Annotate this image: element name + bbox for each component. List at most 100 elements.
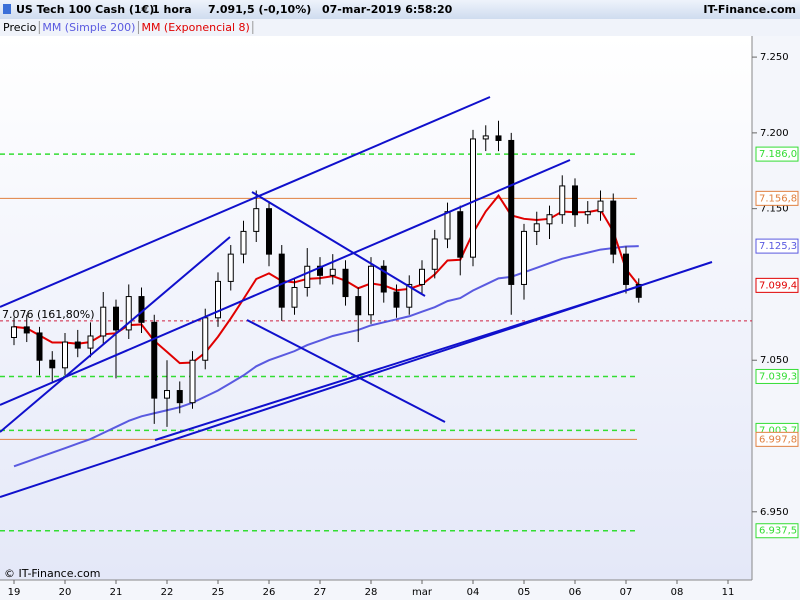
candle-body: [470, 138, 476, 258]
y-tick-label: 7.150: [760, 204, 789, 215]
candle-body: [23, 326, 30, 334]
candle-body: [431, 238, 438, 270]
price-label: 7.039,3: [759, 371, 797, 382]
candle-body: [406, 283, 413, 308]
candle-body: [125, 296, 132, 331]
trend-line: [0, 159, 571, 406]
candle-body: [623, 253, 629, 285]
candle-body: [419, 268, 425, 285]
candle-body: [329, 268, 336, 276]
price-label: 7.125,3: [759, 241, 797, 252]
fib-label: 7.076 (161,80%): [2, 308, 95, 321]
x-tick-label: 05: [518, 587, 531, 598]
price-box: [755, 368, 799, 384]
x-tick-label: 19: [8, 587, 21, 598]
header-bar: [0, 0, 800, 19]
candle-body: [11, 326, 17, 338]
price-label: 7.003,7: [759, 425, 797, 436]
y-tick-label: 7.250: [760, 52, 789, 63]
candle-body: [202, 317, 209, 361]
candle-body: [62, 341, 68, 369]
y-tick-label: 7.050: [760, 355, 789, 366]
x-tick-label: 28: [365, 587, 378, 598]
x-tick-label: 06: [569, 587, 582, 598]
price-box: [755, 146, 799, 162]
trend-line: [0, 96, 491, 308]
trend-line: [154, 286, 638, 441]
candle-body: [317, 265, 323, 276]
candle-body: [164, 390, 170, 399]
candle-body: [368, 265, 374, 316]
candle-body: [508, 139, 515, 285]
x-tick-label: 26: [263, 587, 276, 598]
candle-body: [533, 223, 540, 232]
candle-body: [546, 214, 553, 225]
x-tick-label: 07: [620, 587, 633, 598]
candle-body: [266, 208, 272, 255]
price-label: 6.997,8: [759, 434, 797, 445]
candle-body: [521, 230, 527, 285]
price-label: 7.156,8: [759, 193, 797, 204]
candle-body: [100, 306, 107, 337]
candle-body: [113, 306, 119, 331]
candle-body: [151, 321, 158, 399]
x-tick-label: 11: [722, 587, 735, 598]
x-tick-label: 08: [671, 587, 684, 598]
candle-body: [457, 211, 464, 258]
x-tick-label: 21: [110, 587, 123, 598]
candle-body: [227, 253, 234, 282]
candle-body: [635, 283, 642, 298]
trend-lines: [0, 96, 713, 498]
candle-body: [584, 211, 591, 216]
x-tick-label: mar: [412, 587, 433, 598]
candle-body: [559, 185, 566, 216]
candle-body: [189, 359, 196, 404]
price-label: 7.099,4: [759, 280, 797, 291]
price-box: [755, 238, 799, 254]
plot-area: [0, 36, 752, 580]
candle-body: [380, 265, 387, 293]
candle-body: [597, 200, 604, 213]
candle-body: [482, 135, 489, 140]
series-line: [13, 245, 639, 468]
candle-body: [444, 211, 451, 240]
interval: 1 hora: [152, 3, 192, 16]
legend-entry: MM (Exponencial 8): [141, 21, 249, 34]
price-box: [755, 190, 799, 206]
x-tick-label: 20: [59, 587, 72, 598]
candle-body: [253, 208, 260, 232]
candle-body: [49, 359, 56, 369]
candle-body: [495, 135, 502, 141]
candle-body: [342, 268, 349, 298]
legend-bar: [0, 19, 800, 36]
candle-body: [572, 185, 578, 216]
candle-body: [240, 230, 247, 255]
legend-entry: MM (Simple 200): [42, 21, 135, 34]
y-tick-label: 6.950: [760, 507, 789, 518]
price-box: [755, 523, 799, 539]
candle-body: [291, 286, 298, 308]
y-tick-label: 7.200: [760, 128, 789, 139]
watermark: © IT-Finance.com: [4, 567, 101, 580]
icon: [3, 4, 11, 14]
candle-body: [215, 280, 221, 319]
datetime: 07-mar-2019 6:58:20: [322, 3, 453, 16]
price-box: [755, 277, 799, 293]
price-label: 6.937,5: [759, 526, 797, 537]
candle-body: [87, 335, 94, 349]
brand: IT-Finance.com: [703, 3, 796, 16]
x-tick-label: 27: [314, 587, 327, 598]
legend-entry: Precio: [3, 21, 37, 34]
quote: 7.091,5 (-0,10%): [208, 3, 311, 16]
candle-body: [304, 265, 311, 288]
candle-body: [176, 390, 183, 404]
x-tick-label: 04: [467, 587, 480, 598]
trend-line: [246, 319, 446, 423]
candle-body: [610, 200, 617, 255]
trend-line: [251, 191, 426, 297]
symbol: US Tech 100 Cash (1€): [16, 3, 154, 16]
candle-body: [36, 332, 43, 361]
x-tick-label: 25: [212, 587, 225, 598]
